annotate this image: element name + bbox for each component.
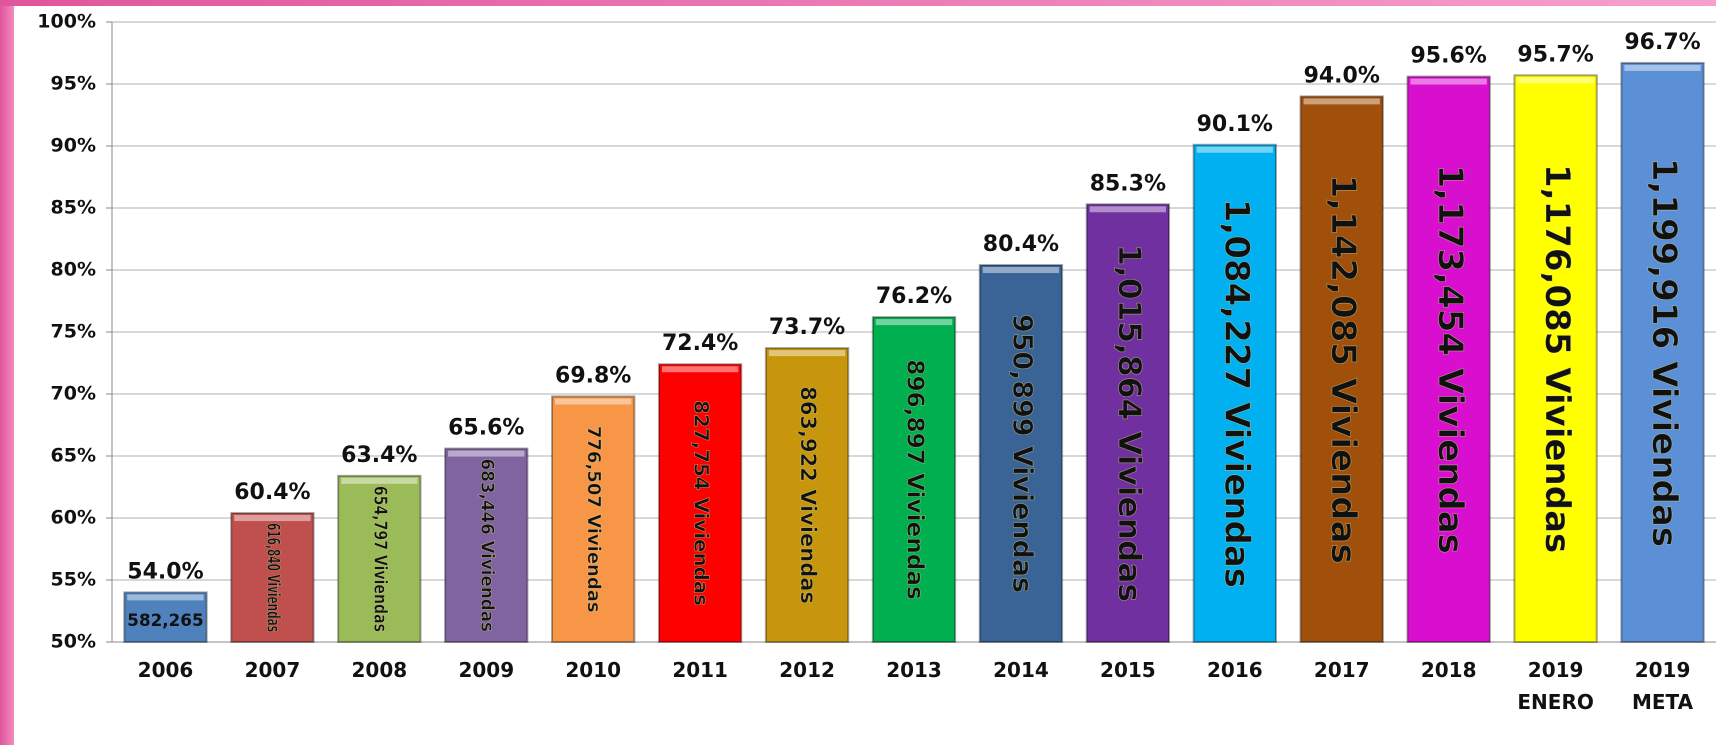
bar-shine — [1196, 146, 1273, 153]
bar — [230, 512, 315, 643]
inner-label: 1,173,454 Viviendas — [1430, 165, 1470, 554]
x-tick-label: 2017 — [1313, 658, 1370, 682]
bar-shine — [1624, 64, 1701, 71]
value-label: 80.4% — [983, 232, 1059, 257]
x-tick-label: 2006 — [137, 658, 194, 682]
inner-label: 950,899 Viviendas — [1006, 314, 1037, 593]
y-tick-label: 95% — [51, 73, 96, 95]
x-tick-label: 2012 — [779, 658, 835, 682]
bar — [123, 591, 208, 644]
y-tick-label: 60% — [51, 507, 96, 529]
bar — [1513, 74, 1598, 643]
bar — [764, 347, 850, 643]
x-tick-label: 2009 — [458, 658, 515, 682]
x-tick-label: 2011 — [672, 658, 728, 682]
bar-shine — [768, 350, 846, 357]
y-tick-label: 100% — [37, 11, 96, 33]
inner-label: 1,084,227 Viviendas — [1216, 199, 1256, 588]
inner-label: 1,199,916 Viviendas — [1644, 158, 1684, 547]
bar-shine — [448, 450, 525, 457]
value-label: 72.4% — [662, 331, 738, 356]
x-tick-label: 2008 — [351, 658, 408, 682]
bar-shine — [1410, 78, 1487, 85]
bar-shine — [1089, 206, 1167, 213]
value-label: 63.4% — [341, 443, 417, 468]
x-tick-label: 2015 — [1100, 658, 1156, 682]
value-label: 69.8% — [555, 363, 631, 388]
x-tick-label: 2014 — [993, 658, 1049, 682]
value-label: 73.7% — [769, 315, 845, 340]
x-tick-label: 2016 — [1206, 658, 1263, 682]
bar — [337, 474, 422, 643]
y-tick-label: 80% — [51, 259, 96, 281]
value-label: 60.4% — [234, 480, 310, 505]
y-tick-label: 90% — [51, 135, 96, 157]
bar — [1085, 203, 1171, 643]
bar-shine — [661, 366, 739, 373]
value-label: 96.7% — [1624, 30, 1700, 55]
y-tick-label: 85% — [51, 197, 96, 219]
y-tick-label: 55% — [51, 569, 96, 591]
bar — [1192, 143, 1277, 643]
inner-label: 683,446 Viviendas — [476, 459, 497, 632]
x-tick-label: 2018 — [1420, 658, 1477, 682]
border-left — [0, 0, 14, 745]
y-tick-label: 75% — [51, 321, 96, 343]
inner-label: 1,176,085 Viviendas — [1537, 164, 1577, 553]
bar — [1620, 61, 1705, 644]
bar-shine — [1303, 98, 1380, 105]
value-label: 90.1% — [1197, 112, 1273, 137]
bar — [871, 316, 957, 643]
inner-label: 776,507 Viviendas — [583, 426, 604, 613]
inner-label: 654,797 Viviendas — [369, 486, 390, 632]
value-label: 85.3% — [1090, 171, 1166, 196]
inner-label: 863,922 Viviendas — [796, 386, 820, 604]
bar — [657, 363, 743, 643]
value-label: 95.7% — [1517, 42, 1593, 67]
bar-shine — [555, 398, 632, 405]
value-label: 95.6% — [1411, 44, 1487, 69]
y-tick-label: 65% — [51, 445, 96, 467]
bar-shine — [234, 515, 311, 522]
bar — [1406, 75, 1491, 643]
y-tick-label: 50% — [51, 631, 96, 653]
inner-label: 1,015,864 Viviendas — [1111, 244, 1147, 602]
bar — [978, 264, 1064, 643]
bar — [444, 447, 529, 643]
x-tick-label: 2019 META — [1631, 658, 1694, 714]
inner-label: 582,265 — [127, 611, 203, 631]
bar — [1299, 95, 1384, 643]
value-label: 54.0% — [127, 559, 203, 584]
value-label: 76.2% — [876, 284, 952, 309]
value-label: 65.6% — [448, 416, 524, 441]
x-tick-label: 2010 — [565, 658, 622, 682]
bar-shine — [341, 477, 418, 484]
bar-shine — [982, 267, 1060, 274]
inner-label: 896,897 Viviendas — [902, 359, 929, 600]
border-top — [0, 0, 1716, 6]
bar — [551, 395, 636, 644]
y-tick-label: 70% — [51, 383, 96, 405]
bar-shine — [1517, 77, 1594, 84]
inner-label: 616,840 Viviendas — [262, 523, 283, 632]
x-tick-label: 2013 — [886, 658, 942, 682]
value-label: 94.0% — [1304, 63, 1380, 88]
bar-shine — [127, 594, 204, 601]
x-tick-label: 2019 ENERO — [1517, 658, 1594, 714]
bar-shine — [875, 319, 953, 326]
x-tick-label: 2007 — [244, 658, 301, 682]
inner-label: 1,142,085 Viviendas — [1323, 175, 1363, 564]
inner-label: 827,754 Viviendas — [690, 400, 713, 606]
